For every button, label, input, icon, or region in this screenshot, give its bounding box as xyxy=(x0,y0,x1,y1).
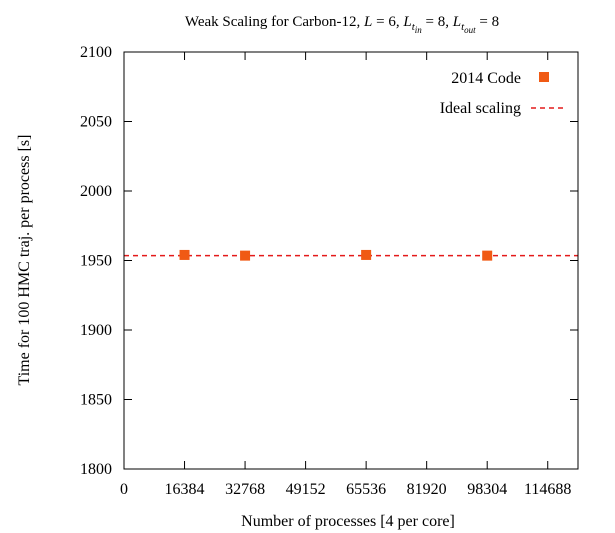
title-Ltin-subsub: in xyxy=(415,25,423,35)
title-Ltout-value: = 8 xyxy=(476,14,499,30)
y-tick-label: 1900 xyxy=(80,322,112,339)
x-tick-label: 49152 xyxy=(286,481,326,498)
y-tick-label: 2050 xyxy=(80,114,112,131)
x-tick-label: 98304 xyxy=(467,481,507,498)
x-tick-label: 81920 xyxy=(407,481,447,498)
x-tick-label: 32768 xyxy=(225,481,265,498)
y-tick-label: 1850 xyxy=(80,392,112,409)
chart-title: Weak Scaling for Carbon-12, L = 6, Ltin … xyxy=(185,14,499,35)
data-point-2014-code xyxy=(240,250,251,261)
series-layer xyxy=(124,249,578,261)
ticks-layer: 1800 1850 1900 1950 2000 2050 2100 0 16384 32768 4… xyxy=(80,44,578,498)
plot-frame xyxy=(123,51,579,470)
x-tick-label: 65536 xyxy=(346,481,386,498)
x-tick-label: 16384 xyxy=(165,481,205,498)
title-Ltout-symbol: L xyxy=(452,14,461,30)
x-axis-label: Number of processes [4 per core] xyxy=(241,513,455,530)
title-L-symbol: L xyxy=(363,14,372,30)
legend-marker-2014-code xyxy=(539,72,549,82)
title-Ltout-sub: t xyxy=(461,21,465,33)
y-tick-label: 1950 xyxy=(80,253,112,270)
legend: 2014 Code Ideal scaling xyxy=(440,70,566,117)
legend-label-ideal-scaling: Ideal scaling xyxy=(440,100,521,117)
title-L-value: = 6, xyxy=(372,14,403,30)
title-Ltin-value: = 8, xyxy=(422,14,453,30)
y-tick-label: 2100 xyxy=(80,44,112,61)
data-point-2014-code xyxy=(361,249,372,260)
y-axis-label: Time for 100 HMC traj. per process [s] xyxy=(16,135,33,386)
x-tick-label: 114688 xyxy=(524,481,571,498)
title-Ltout-subsub: out xyxy=(464,25,476,35)
data-point-2014-code xyxy=(482,250,493,261)
title-Ltin-sub: t xyxy=(412,21,416,33)
y-tick-label: 2000 xyxy=(80,183,112,200)
x-tick-label: 0 xyxy=(120,481,128,498)
title-prefix: Weak Scaling for Carbon-12, xyxy=(185,14,364,30)
legend-label-2014-code: 2014 Code xyxy=(451,70,521,87)
y-tick-label: 1800 xyxy=(80,461,112,478)
title-Ltin-symbol: L xyxy=(402,14,411,30)
data-point-2014-code xyxy=(179,249,190,260)
